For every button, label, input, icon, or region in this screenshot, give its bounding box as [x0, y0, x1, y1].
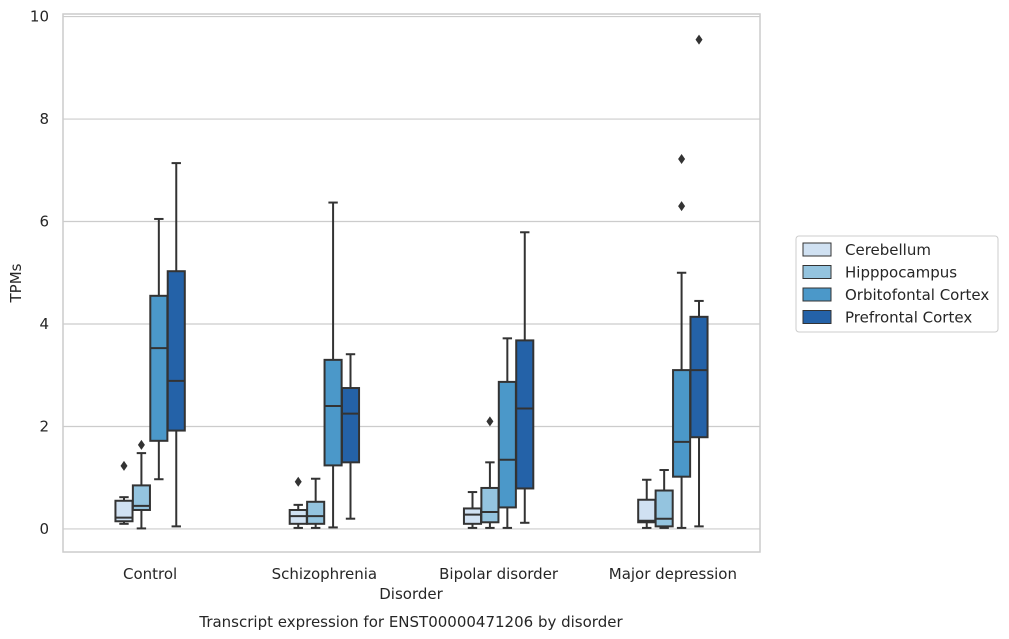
legend-swatch [802, 310, 832, 324]
box-iqr [515, 339, 535, 490]
legend-swatch [802, 265, 832, 279]
legend-label: Prefrontal Cortex [845, 309, 972, 327]
legend-label: Cerebellum [845, 241, 931, 259]
box-iqr [480, 486, 500, 524]
boxes [114, 34, 709, 530]
x-tick-label: Bipolar disorder [439, 565, 559, 583]
outlier-point [137, 439, 145, 450]
box-iqr [166, 270, 186, 432]
y-tick-label: 6 [39, 213, 49, 231]
y-axis-label: TPMs [7, 263, 25, 303]
plot-frame [62, 13, 761, 553]
box-3-2 [515, 231, 535, 524]
outlier-point [678, 201, 686, 212]
box-iqr [340, 387, 361, 464]
outlier-point [486, 416, 494, 427]
box-iqr [689, 315, 709, 439]
y-tick-label: 8 [39, 110, 49, 128]
box-3-1 [340, 353, 361, 520]
x-tick-label: Major depression [609, 565, 737, 583]
box-iqr [149, 294, 169, 442]
box-iqr [323, 358, 343, 467]
x-tick-label: Schizophrenia [272, 565, 377, 583]
box-0-0 [114, 460, 134, 525]
box-3-0 [166, 162, 186, 528]
legend-swatch [802, 287, 832, 302]
figure-caption: Transcript expression for ENST0000047120… [198, 613, 623, 631]
box-1-1 [306, 477, 326, 529]
legend-label: Hipppocampus [845, 264, 957, 282]
outlier-point [294, 476, 302, 487]
box-iqr [497, 380, 517, 509]
box-iqr [462, 507, 483, 525]
box-2-2 [497, 337, 517, 529]
box-iqr [306, 500, 326, 525]
y-tick-label: 4 [39, 315, 49, 333]
box-iqr [637, 498, 657, 524]
box-iqr [114, 499, 134, 523]
box-iqr [654, 489, 674, 528]
x-tick-label: Control [123, 565, 177, 583]
box-1-0 [131, 439, 151, 530]
legend-frame [795, 235, 999, 333]
outlier-point [120, 460, 128, 471]
x-axis-label: Disorder [379, 585, 443, 603]
x-tick-labels: Control Schizophrenia Bipolar disorder Majo… [123, 565, 737, 583]
box-3-3 [689, 34, 709, 528]
y-tick-label: 0 [39, 520, 49, 538]
y-tick-label: 2 [39, 417, 49, 435]
box-1-3 [654, 469, 674, 529]
y-tick-label: 10 [30, 8, 49, 26]
legend: Cerebellum Hipppocampus Orbitofontal Corte… [795, 235, 999, 333]
legend-swatch [802, 242, 832, 257]
box-2-0 [149, 217, 169, 481]
y-tick-labels: 0 2 4 6 8 10 [30, 8, 49, 538]
outlier-point [678, 154, 686, 165]
box-iqr [131, 484, 151, 511]
legend-label: Orbitofontal Cortex [845, 286, 989, 304]
box-0-3 [637, 478, 657, 529]
box-iqr [672, 369, 692, 478]
outlier-point [695, 34, 703, 45]
